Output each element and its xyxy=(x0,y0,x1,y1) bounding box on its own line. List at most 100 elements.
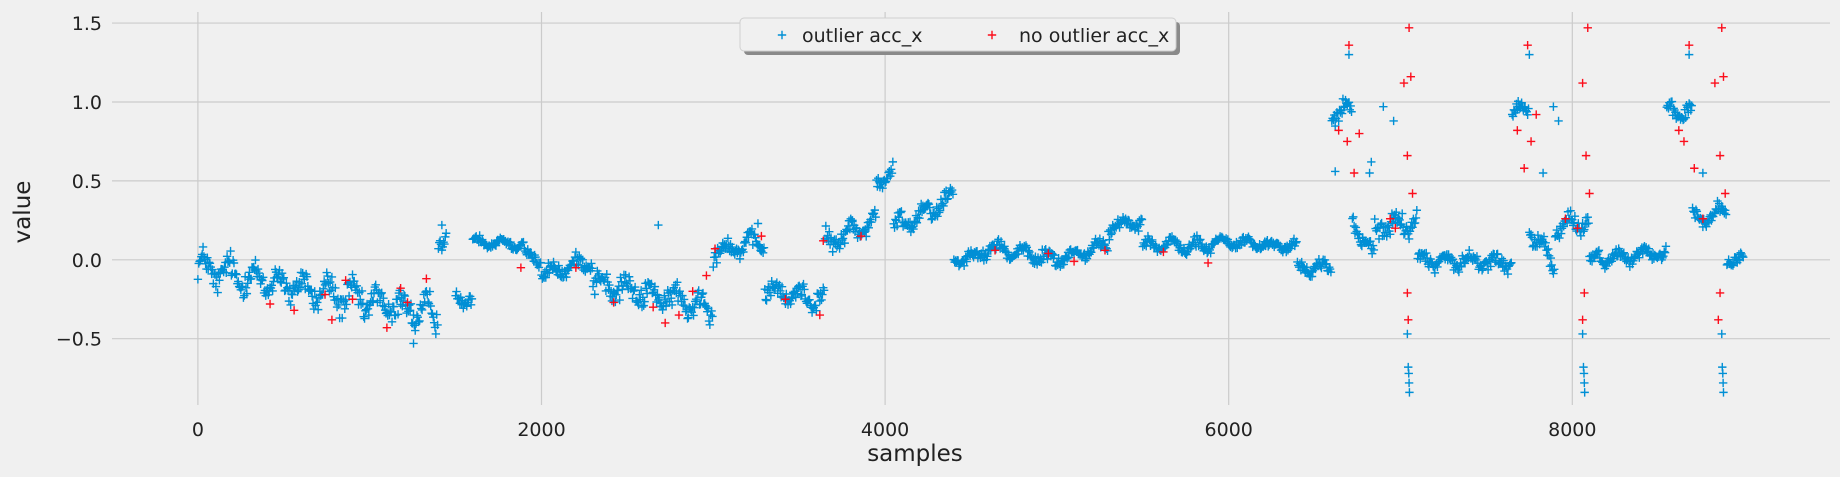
outlier-point xyxy=(387,317,397,326)
outlier-point xyxy=(203,253,212,262)
outlier-point xyxy=(708,312,717,321)
outlier-point xyxy=(691,294,701,304)
outlier-point xyxy=(534,263,544,272)
outlier-point xyxy=(1533,230,1543,240)
legend-label-no-outlier: no outlier acc_x xyxy=(1019,25,1169,47)
outlier-point xyxy=(526,248,535,257)
no-outlier-point xyxy=(1698,214,1708,223)
legend-label-outlier: outlier acc_x xyxy=(802,25,923,47)
outlier-point xyxy=(1733,255,1743,264)
no-outlier-point xyxy=(516,263,526,272)
outlier-point xyxy=(541,273,550,282)
outlier-point xyxy=(1638,249,1647,259)
outlier-point xyxy=(705,320,715,329)
outlier-point xyxy=(1686,106,1696,115)
outlier-point xyxy=(213,288,222,297)
outlier-point xyxy=(678,291,687,300)
outlier-point xyxy=(1388,219,1397,228)
outlier-point xyxy=(878,183,887,193)
outlier-point xyxy=(650,282,660,291)
no-outlier-point xyxy=(320,290,330,299)
outlier-point xyxy=(399,290,409,300)
outlier-point xyxy=(204,258,214,267)
outlier-point xyxy=(417,305,427,315)
outlier-point xyxy=(400,291,410,301)
outlier-point xyxy=(1162,240,1172,250)
outlier-point xyxy=(1059,260,1068,269)
outlier-point xyxy=(706,310,715,320)
no-outlier-point xyxy=(1585,189,1594,198)
outlier-point xyxy=(411,326,420,335)
outlier-point xyxy=(1576,231,1586,241)
outlier-point xyxy=(818,290,827,299)
outlier-point xyxy=(1081,256,1090,265)
outlier-point xyxy=(1325,262,1334,272)
no-outlier-point xyxy=(1721,189,1730,198)
outlier-point xyxy=(352,281,362,291)
outlier-point xyxy=(348,270,357,279)
outlier-point xyxy=(1644,244,1653,253)
outlier-point xyxy=(886,165,896,174)
outlier-point xyxy=(587,259,596,268)
outlier-point xyxy=(935,206,945,215)
outlier-point xyxy=(983,252,992,261)
outlier-point xyxy=(313,305,323,314)
outlier-point xyxy=(1710,209,1720,218)
outlier-point xyxy=(935,208,944,217)
outlier-point xyxy=(1404,234,1414,244)
outlier-point xyxy=(1398,209,1407,218)
outlier-point xyxy=(996,237,1006,246)
outlier-point xyxy=(1404,369,1413,378)
outlier-point xyxy=(1570,211,1580,221)
no-outlier-point xyxy=(1399,78,1409,88)
outlier-point xyxy=(767,277,776,286)
no-outlier-point xyxy=(1404,23,1414,32)
no-outlier-point xyxy=(289,306,299,315)
outlier-point xyxy=(1721,206,1730,215)
outlier-point xyxy=(1721,210,1731,219)
y-tick-label: 0.0 xyxy=(72,250,102,272)
outlier-point xyxy=(360,314,369,323)
no-outlier-point xyxy=(1343,137,1352,146)
outlier-point xyxy=(712,258,721,268)
outlier-point xyxy=(1348,214,1357,223)
outlier-point xyxy=(1331,121,1340,131)
outlier-point xyxy=(504,239,514,249)
outlier-point xyxy=(198,242,208,252)
no-outlier-point xyxy=(1403,151,1412,160)
outlier-point xyxy=(536,258,545,267)
outlier-point xyxy=(1385,230,1395,239)
outlier-point xyxy=(741,238,751,247)
outlier-point xyxy=(284,296,294,306)
outlier-point xyxy=(222,252,232,261)
outlier-point xyxy=(862,222,872,232)
outlier-point xyxy=(462,302,471,311)
outlier-point xyxy=(923,198,933,208)
outlier-point xyxy=(279,273,288,282)
outlier-point xyxy=(205,259,215,268)
outlier-point xyxy=(313,298,322,307)
no-outlier-point xyxy=(348,295,357,304)
outlier-point xyxy=(1593,247,1603,256)
outlier-point xyxy=(1578,329,1587,339)
outlier-point xyxy=(358,299,368,308)
outlier-point xyxy=(357,286,367,296)
outlier-point xyxy=(704,316,714,326)
no-outlier-point xyxy=(702,271,711,280)
outlier-point xyxy=(491,241,501,250)
outlier-point xyxy=(379,294,388,303)
no-outlier-point xyxy=(1580,288,1589,298)
outlier-point xyxy=(1099,236,1108,245)
outlier-point xyxy=(1545,262,1555,271)
no-outlier-point xyxy=(1408,189,1417,198)
outlier-point xyxy=(1486,262,1495,271)
outlier-point xyxy=(766,291,776,300)
outlier-point xyxy=(605,280,614,290)
outlier-point xyxy=(1719,388,1728,397)
outlier-point xyxy=(1105,235,1114,244)
no-outlier-point xyxy=(1578,78,1587,88)
outlier-point xyxy=(426,301,435,311)
outlier-point xyxy=(254,268,264,278)
outlier-point xyxy=(1684,50,1694,59)
outlier-point xyxy=(1619,248,1629,257)
